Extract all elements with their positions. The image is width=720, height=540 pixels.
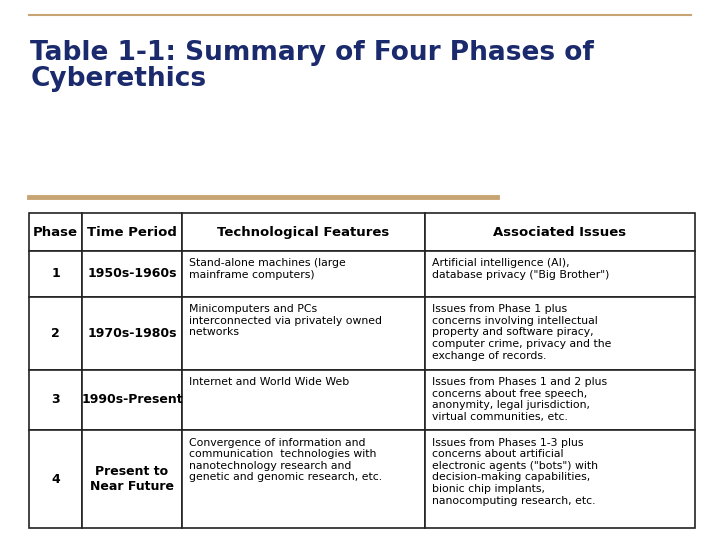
Text: Associated Issues: Associated Issues (493, 226, 626, 239)
Text: Internet and World Wide Web: Internet and World Wide Web (189, 377, 349, 387)
Text: 3: 3 (51, 394, 60, 407)
Text: 1990s-Present: 1990s-Present (81, 394, 183, 407)
Text: Issues from Phase 1 plus
concerns involving intellectual
property and software p: Issues from Phase 1 plus concerns involv… (432, 304, 612, 361)
Text: Cyberethics: Cyberethics (30, 66, 207, 92)
Text: 4: 4 (51, 472, 60, 485)
Text: Artificial intelligence (AI),
database privacy ("Big Brother"): Artificial intelligence (AI), database p… (432, 258, 610, 280)
Text: 2: 2 (51, 327, 60, 340)
Text: Minicomputers and PCs
interconnected via privately owned
networks: Minicomputers and PCs interconnected via… (189, 304, 382, 338)
Text: 1: 1 (51, 267, 60, 280)
Text: Issues from Phases 1 and 2 plus
concerns about free speech,
anonymity, legal jur: Issues from Phases 1 and 2 plus concerns… (432, 377, 608, 422)
Text: 1970s-1980s: 1970s-1980s (87, 327, 177, 340)
Text: Technological Features: Technological Features (217, 226, 390, 239)
Text: Phase: Phase (33, 226, 78, 239)
Text: Issues from Phases 1-3 plus
concerns about artificial
electronic agents ("bots"): Issues from Phases 1-3 plus concerns abo… (432, 438, 598, 505)
Text: Table 1-1: Summary of Four Phases of: Table 1-1: Summary of Four Phases of (30, 40, 594, 66)
Text: Stand-alone machines (large
mainframe computers): Stand-alone machines (large mainframe co… (189, 258, 346, 280)
Text: 1950s-1960s: 1950s-1960s (87, 267, 177, 280)
Text: Present to
Near Future: Present to Near Future (90, 465, 174, 493)
Text: Time Period: Time Period (87, 226, 177, 239)
Text: Convergence of information and
communication  technologies with
nanotechnology r: Convergence of information and communica… (189, 438, 382, 482)
